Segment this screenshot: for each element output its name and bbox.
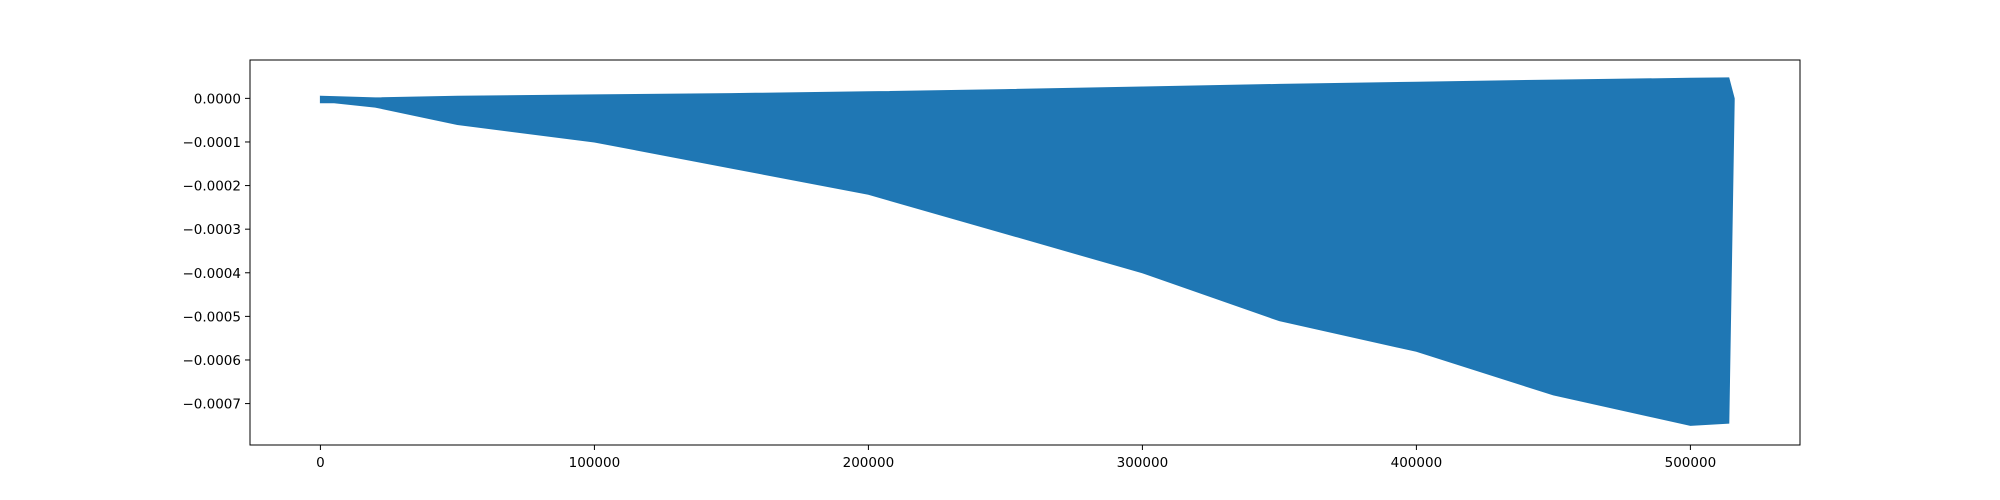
x-axis: 0 100000 200000 300000 400000 500000 — [316, 445, 1716, 471]
y-tick-label: −0.0004 — [182, 266, 241, 282]
x-tick-label: 400000 — [1391, 455, 1443, 471]
y-axis: 0.0000 −0.0001 −0.0002 −0.0003 −0.0004 −0.000… — [182, 91, 250, 413]
x-tick-label: 0 — [316, 455, 325, 471]
y-tick-label: −0.0006 — [182, 353, 241, 369]
x-tick-label: 100000 — [569, 455, 621, 471]
y-tick-label: −0.0001 — [182, 135, 241, 151]
x-tick-label: 300000 — [1117, 455, 1169, 471]
series-waveform-fill — [319, 77, 1735, 426]
x-tick-label: 500000 — [1665, 455, 1717, 471]
axes-frame — [249, 59, 1801, 446]
y-tick-label: −0.0002 — [182, 179, 241, 195]
y-tick-label: 0.0000 — [194, 91, 241, 107]
y-tick-label: −0.0003 — [182, 222, 241, 238]
x-tick-label: 200000 — [843, 455, 895, 471]
y-tick-label: −0.0007 — [182, 397, 241, 413]
y-tick-label: −0.0005 — [182, 309, 241, 325]
plot-area — [319, 77, 1735, 426]
